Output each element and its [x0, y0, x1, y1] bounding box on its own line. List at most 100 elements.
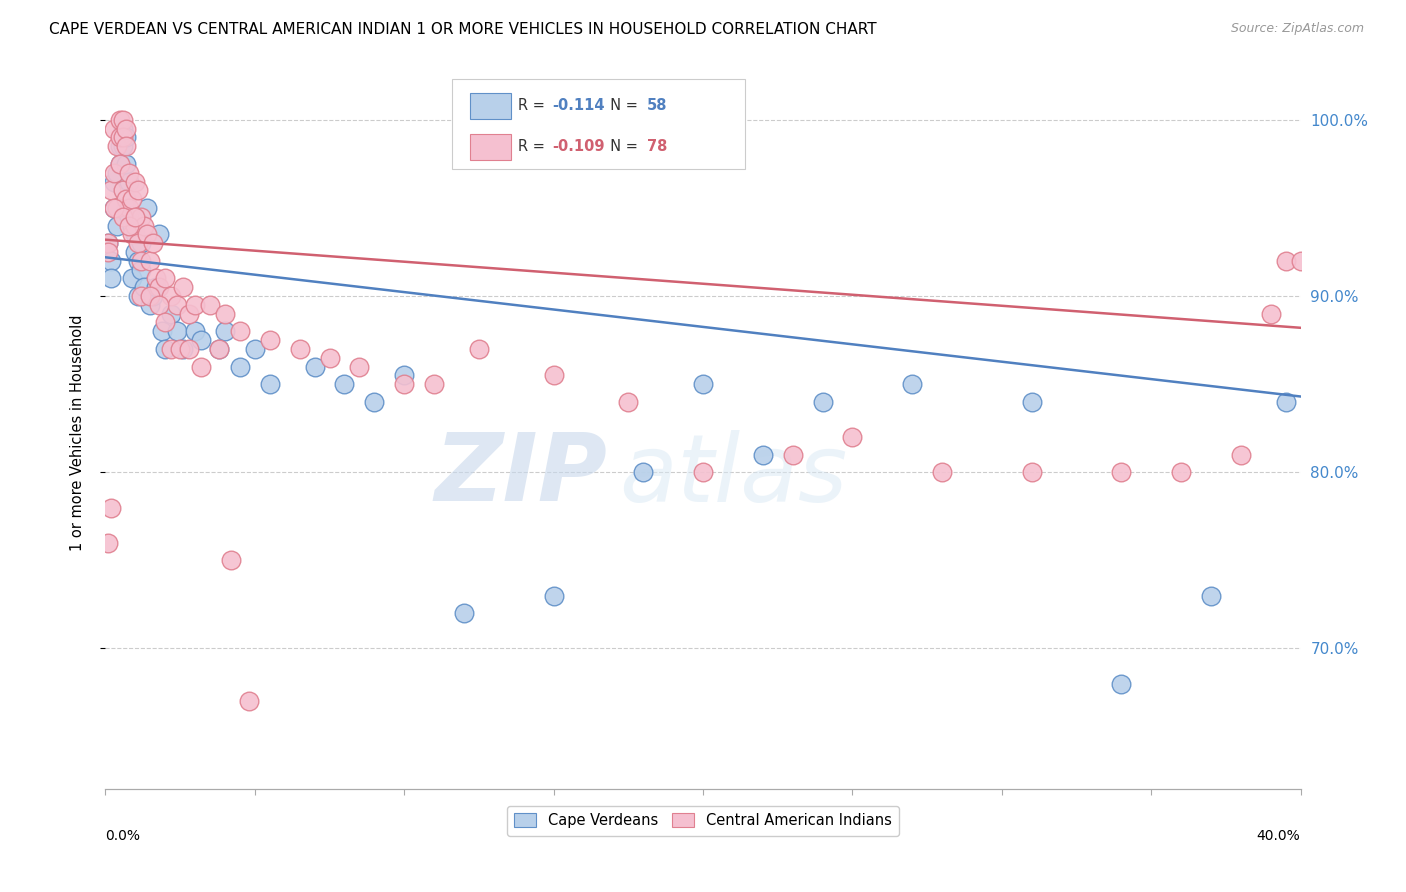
Point [811, 394, 834, 409]
Point [124, 210, 146, 224]
Point [394, 377, 416, 392]
Point [782, 448, 804, 462]
Point [115, 157, 138, 171]
Point [118, 175, 141, 189]
Point [841, 430, 863, 444]
Point [633, 465, 655, 479]
Point [115, 121, 138, 136]
Point [160, 307, 183, 321]
Point [112, 210, 135, 224]
Point [100, 271, 122, 285]
Point [134, 219, 156, 233]
Point [1260, 307, 1282, 321]
Point [288, 342, 311, 356]
Point [1111, 676, 1133, 690]
Point [155, 342, 177, 356]
Point [127, 183, 149, 197]
Point [259, 333, 281, 347]
Point [160, 342, 183, 356]
Point [142, 289, 165, 303]
Point [110, 157, 132, 171]
Point [190, 359, 212, 374]
Point [259, 377, 281, 392]
Point [198, 298, 221, 312]
Point [103, 121, 125, 136]
Point [931, 465, 953, 479]
Point [127, 253, 149, 268]
Text: -0.114: -0.114 [553, 98, 605, 113]
Point [1021, 465, 1043, 479]
Text: 78: 78 [647, 139, 668, 154]
Point [1229, 448, 1253, 462]
Point [394, 368, 416, 383]
Point [1170, 465, 1192, 479]
Point [166, 298, 188, 312]
Point [134, 280, 156, 294]
Point [129, 289, 153, 303]
FancyBboxPatch shape [451, 79, 745, 169]
Point [118, 219, 141, 233]
FancyBboxPatch shape [470, 93, 510, 119]
Text: ZIP: ZIP [434, 429, 607, 522]
Point [177, 342, 201, 356]
Point [363, 394, 385, 409]
Point [453, 606, 475, 620]
Point [97, 245, 120, 260]
Point [1021, 394, 1043, 409]
Point [190, 333, 212, 347]
Point [901, 377, 924, 392]
Point [118, 166, 141, 180]
Point [184, 298, 207, 312]
Point [110, 130, 132, 145]
Point [1111, 465, 1133, 479]
Point [124, 227, 146, 242]
Point [112, 183, 135, 197]
Point [124, 219, 146, 233]
Point [115, 192, 138, 206]
Y-axis label: 1 or more Vehicles in Household: 1 or more Vehicles in Household [70, 314, 84, 551]
Point [617, 394, 640, 409]
Point [107, 219, 129, 233]
Point [129, 236, 153, 251]
Point [1199, 589, 1222, 603]
Point [333, 377, 356, 392]
Point [692, 377, 714, 392]
Text: -0.109: -0.109 [553, 139, 605, 154]
Point [107, 166, 129, 180]
Point [103, 201, 125, 215]
Point [115, 130, 138, 145]
Point [145, 271, 167, 285]
Point [172, 280, 194, 294]
Point [692, 465, 714, 479]
Point [121, 192, 143, 206]
Text: 0.0%: 0.0% [105, 829, 141, 843]
Text: N =: N = [602, 139, 643, 154]
Point [118, 210, 141, 224]
Point [229, 359, 252, 374]
Point [1289, 253, 1312, 268]
Point [155, 316, 177, 330]
Point [112, 130, 135, 145]
Point [468, 342, 491, 356]
Legend: Cape Verdeans, Central American Indians: Cape Verdeans, Central American Indians [506, 806, 900, 836]
Text: 58: 58 [647, 98, 668, 113]
Point [751, 448, 773, 462]
Point [166, 324, 188, 338]
Point [150, 324, 173, 338]
Point [1274, 394, 1296, 409]
FancyBboxPatch shape [470, 134, 510, 160]
Point [112, 139, 135, 153]
Point [100, 183, 122, 197]
Point [160, 289, 183, 303]
Point [136, 227, 159, 242]
Point [208, 342, 231, 356]
Point [136, 201, 159, 215]
Point [112, 121, 135, 136]
Point [169, 342, 191, 356]
Point [184, 324, 207, 338]
Point [142, 236, 165, 251]
Point [543, 368, 565, 383]
Point [110, 157, 132, 171]
Point [219, 553, 242, 567]
Point [139, 289, 162, 303]
